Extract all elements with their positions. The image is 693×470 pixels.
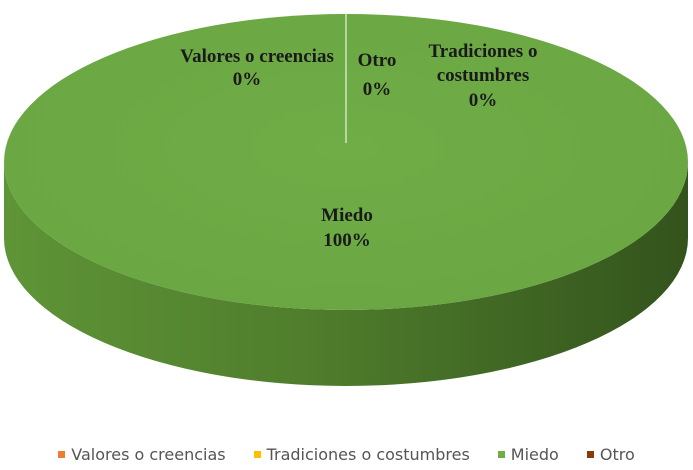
- legend-label-miedo: Miedo: [510, 445, 559, 464]
- legend-item-valores: Valores o creencias: [58, 445, 226, 464]
- legend-label-valores: Valores o creencias: [71, 445, 226, 464]
- label-tradiciones-pct: 0%: [469, 90, 498, 111]
- label-otro-name: Otro: [358, 50, 397, 71]
- pie-side-wall: [4, 162, 688, 386]
- legend-swatch-otro: [586, 451, 594, 458]
- legend-swatch-valores: [58, 451, 66, 458]
- legend-swatch-tradiciones: [253, 451, 261, 458]
- legend-label-otro: Otro: [599, 445, 635, 464]
- label-miedo-name: Miedo: [321, 205, 373, 226]
- legend-swatch-miedo: [497, 451, 505, 458]
- legend-item-tradiciones: Tradiciones o costumbres: [253, 445, 470, 464]
- legend-item-otro: Otro: [586, 445, 635, 464]
- label-miedo-pct: 100%: [323, 230, 371, 251]
- legend-label-tradiciones: Tradiciones o costumbres: [266, 445, 470, 464]
- legend-item-miedo: Miedo: [497, 445, 559, 464]
- legend: Valores o creencias Tradiciones o costum…: [0, 445, 693, 464]
- slice-miedo: [4, 14, 688, 310]
- label-valores-name: Valores o creencias: [180, 46, 334, 67]
- label-valores-pct: 0%: [233, 69, 262, 90]
- label-otro-pct: 0%: [363, 79, 392, 100]
- label-tradiciones-name-2: costumbres: [437, 65, 530, 86]
- label-tradiciones-name-1: Tradiciones o: [429, 41, 538, 62]
